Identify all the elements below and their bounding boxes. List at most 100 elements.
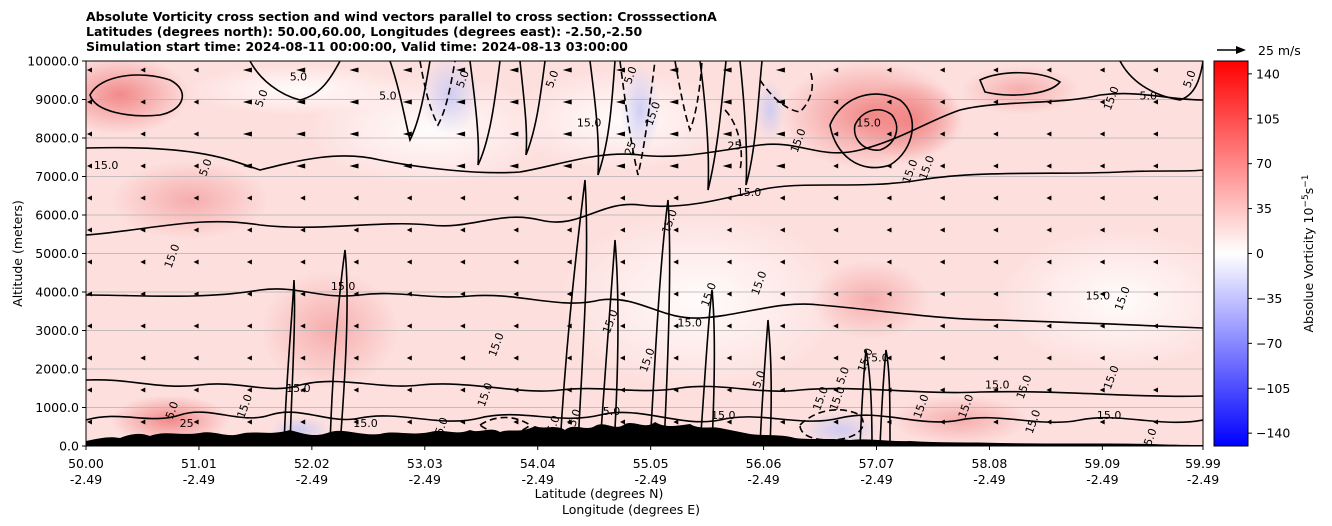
wind-vector: [193, 131, 199, 137]
wind-vector: [1153, 67, 1158, 73]
wind-vector: [242, 163, 252, 169]
x-tick-label-lat: 54.04: [520, 456, 556, 471]
wind-vector: [722, 67, 732, 73]
y-tick-label: 8000.0: [35, 131, 79, 146]
wind-vector: [939, 67, 945, 73]
wind-vector: [456, 99, 466, 105]
wind-vector: [566, 227, 572, 233]
wind-vector: [460, 195, 466, 201]
wind-vector: [833, 259, 839, 265]
wind-vector: [406, 227, 412, 233]
wind-vector: [1046, 291, 1052, 297]
wind-vector: [402, 131, 412, 137]
wind-vector: [353, 323, 359, 329]
wind-vector: [566, 355, 572, 361]
wind-vector: [513, 259, 519, 265]
wind-vector: [726, 195, 732, 201]
wind-vector: [886, 355, 892, 361]
wind-vector: [402, 67, 412, 73]
contour-label: 25: [728, 140, 742, 153]
contour-line: [559, 179, 588, 446]
title-line-2: Latitudes (degrees north): 50.00,60.00, …: [86, 24, 643, 39]
contour-line: [469, 61, 501, 166]
wind-vector: [886, 227, 892, 233]
wind-vector: [87, 163, 92, 169]
wind-vector: [886, 131, 892, 137]
wind-vector: [993, 323, 999, 329]
wind-vector: [509, 99, 519, 105]
wind-vector: [1046, 163, 1052, 169]
wind-vector: [939, 227, 945, 233]
wind-vector: [775, 163, 785, 169]
wind-vector: [460, 419, 466, 425]
wind-vector: [349, 67, 359, 73]
contour-line: [249, 61, 341, 101]
y-tick-label: 10000.0: [27, 54, 79, 69]
wind-vector: [193, 291, 199, 297]
x-tick-label-lat: 52.02: [294, 456, 330, 471]
colorbar-label-text: Absolue Vorticity 10: [1301, 208, 1316, 333]
wind-vector: [886, 291, 892, 297]
x-tick-label-lat: 59.09: [1084, 456, 1120, 471]
wind-vector: [140, 195, 146, 201]
contour-line: [879, 349, 891, 446]
wind-vector: [939, 355, 945, 361]
y-tick-label: 4000.0: [35, 285, 79, 300]
x-axis-label-longitude: Longitude (degrees E): [562, 502, 700, 517]
contour-line: [86, 169, 1203, 236]
contour-label: 25: [622, 140, 639, 158]
wind-vector: [456, 67, 466, 73]
wind-vector: [566, 419, 572, 425]
wind-vector: [1153, 355, 1158, 361]
wind-vector: [87, 195, 92, 201]
wind-vector: [353, 355, 359, 361]
wind-vector: [1153, 163, 1158, 169]
wind-vector: [993, 419, 999, 425]
wind-vector: [246, 259, 252, 265]
y-tick-label: 5000.0: [35, 246, 79, 261]
wind-vector: [722, 99, 732, 105]
wind-vector: [673, 195, 679, 201]
contour-line: [589, 61, 616, 176]
x-tick-label-lat: 50.00: [68, 456, 104, 471]
contour-label: 15.0: [711, 409, 736, 422]
wind-vector: [775, 99, 785, 105]
wind-vector: [1099, 67, 1105, 73]
quiver-key-arrow-head: [1236, 46, 1246, 54]
contour-line: [978, 71, 1062, 96]
wind-vector: [726, 259, 732, 265]
contour-label: 15.0: [856, 116, 881, 129]
contour-line: [699, 289, 716, 446]
contour-line: [329, 249, 348, 446]
wind-vector: [779, 291, 785, 297]
wind-vector: [460, 291, 466, 297]
wind-vector: [566, 291, 572, 297]
colorbar: 140 105 70 35 0 −35 −70 −105 −140 Absolue Vortic…: [1213, 60, 1316, 447]
wind-vector: [833, 323, 839, 329]
wind-vector: [886, 163, 892, 169]
wind-vector: [406, 195, 412, 201]
wind-vector: [886, 67, 892, 73]
wind-vector: [886, 323, 892, 329]
wind-vector: [616, 99, 625, 105]
wind-vector: [993, 195, 999, 201]
wind-vector: [246, 387, 252, 393]
wind-vector: [673, 291, 679, 297]
wind-vector: [886, 259, 892, 265]
colorbar-label-exponent: −5: [1301, 194, 1311, 207]
wind-vector: [406, 259, 412, 265]
wind-vector: [939, 291, 945, 297]
wind-vector: [833, 227, 839, 233]
wind-vector: [620, 227, 625, 233]
wind-vector: [779, 419, 785, 425]
wind-vector: [939, 419, 945, 425]
wind-vector: [300, 323, 306, 329]
contour-line: [86, 378, 1203, 398]
negative-contours: [419, 61, 864, 441]
wind-vector: [939, 387, 945, 393]
contour-label: 5.0: [871, 351, 889, 364]
wind-vector: [509, 131, 519, 137]
wind-vector: [1153, 291, 1158, 297]
wind-vector: [140, 67, 146, 73]
contour-label: 5.0: [566, 407, 584, 428]
